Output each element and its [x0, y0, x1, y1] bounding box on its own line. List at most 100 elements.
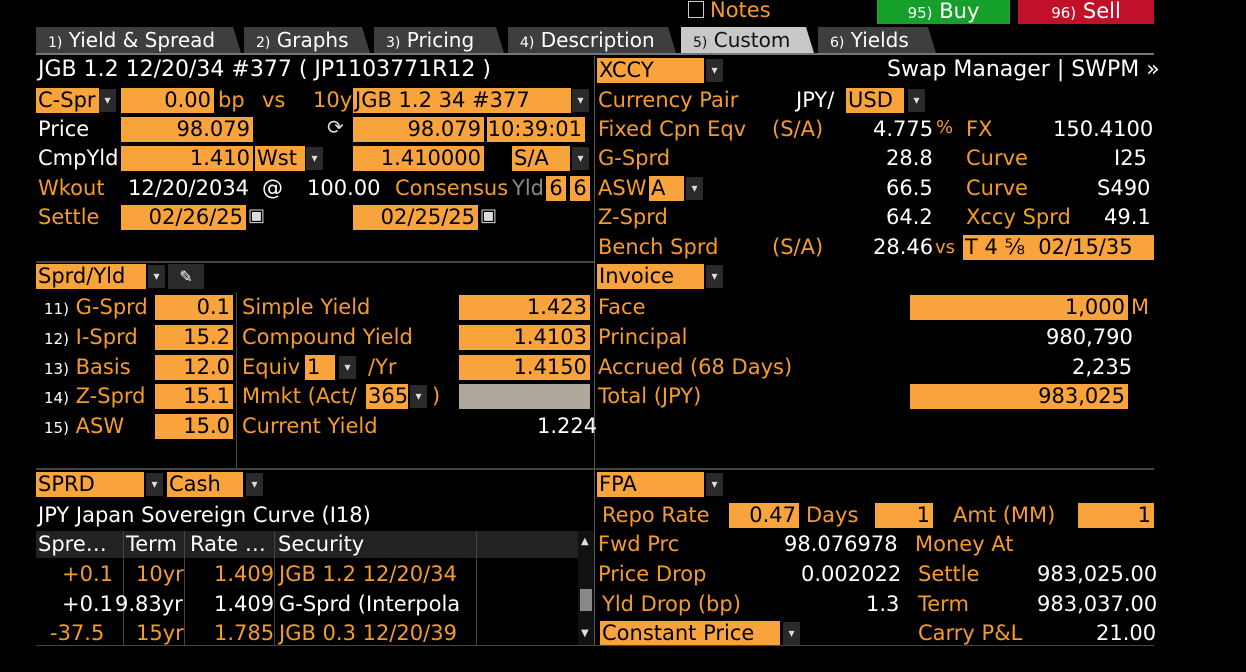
- notes-button[interactable]: Notes: [688, 0, 771, 21]
- invoice-dropdown[interactable]: ▾: [706, 265, 723, 288]
- consensus-field-2[interactable]: 6: [570, 176, 590, 201]
- col-rate-header[interactable]: Rate …: [190, 532, 266, 556]
- benchmark-select[interactable]: JGB 1.2 34 #377: [353, 88, 571, 113]
- cash-select[interactable]: Cash: [167, 472, 243, 497]
- sprd-yld-select[interactable]: Sprd/Yld: [36, 264, 146, 289]
- curve-row-security[interactable]: JGB 0.3 12/20/39: [279, 621, 457, 645]
- fpa-dropdown[interactable]: ▾: [706, 473, 723, 496]
- sprd-row-basis[interactable]: 13) Basis: [44, 357, 131, 378]
- col-security-header[interactable]: Security: [278, 532, 365, 556]
- fwd-prc-value: 98.076978: [784, 532, 898, 556]
- compound-yield-field[interactable]: 1.4103: [459, 325, 590, 350]
- equiv-freq-dropdown[interactable]: ▾: [339, 356, 356, 379]
- currency-quote-select[interactable]: USD: [846, 88, 904, 113]
- amt-field[interactable]: 1: [1078, 503, 1154, 528]
- swap-manager-link[interactable]: Swap Manager | SWPM »: [887, 57, 1160, 82]
- sprd-dropdown[interactable]: ▾: [146, 473, 163, 496]
- z-sprd-field[interactable]: 15.1: [155, 384, 233, 409]
- repo-rate-field[interactable]: 0.47: [729, 503, 799, 528]
- tab-yield-spread[interactable]: 1) Yield & Spread: [36, 27, 241, 53]
- yield-convention-select[interactable]: Wst: [255, 146, 305, 171]
- bench-security-field[interactable]: T 4 ⅝ 02/15/35: [963, 235, 1154, 260]
- yield-convention-dropdown[interactable]: ▾: [306, 147, 323, 170]
- i-sprd-field[interactable]: 15.2: [155, 325, 233, 350]
- fx-label: FX: [966, 117, 993, 141]
- sprd-row-z[interactable]: 14) Z-Sprd: [44, 386, 146, 407]
- curve-row-security[interactable]: G-Sprd (Interpola: [279, 592, 461, 616]
- money-term-label: Term: [918, 592, 969, 616]
- sprd-yld-dropdown[interactable]: ▾: [148, 265, 165, 288]
- fixed-cpn-label: Fixed Cpn Eqv: [598, 117, 747, 141]
- asw-type-select[interactable]: A: [649, 176, 684, 201]
- tab-custom[interactable]: 5) Custom: [681, 27, 814, 53]
- tab-graphs[interactable]: 2) Graphs: [244, 27, 370, 53]
- col-term-header[interactable]: Term: [126, 532, 177, 556]
- frequency-select[interactable]: S/A: [512, 146, 570, 171]
- sprd-row-i[interactable]: 12) I-Sprd: [44, 327, 138, 348]
- cash-dropdown[interactable]: ▾: [246, 473, 263, 496]
- column-divider: [236, 292, 237, 468]
- settle-date-field[interactable]: 02/26/25: [121, 205, 246, 230]
- col-spread-header[interactable]: Spre…: [38, 532, 107, 556]
- notes-label: Notes: [710, 0, 771, 22]
- money-settle-value: 983,025.00: [1037, 562, 1158, 586]
- tab-num: 1): [48, 35, 63, 51]
- row-num: 13): [44, 360, 69, 378]
- sprd-row-asw[interactable]: 15) ASW: [44, 416, 124, 437]
- mmkt-basis-select[interactable]: 365: [366, 384, 408, 409]
- bench-price-field[interactable]: 98.079: [353, 117, 484, 142]
- consensus-field-1[interactable]: 6: [546, 176, 566, 201]
- asw-field[interactable]: 15.0: [155, 414, 233, 439]
- benchmark-dropdown[interactable]: ▾: [572, 89, 589, 112]
- price-field[interactable]: 98.079: [121, 117, 253, 142]
- scroll-up-icon[interactable]: ▲: [581, 536, 589, 547]
- days-field[interactable]: 1: [875, 503, 933, 528]
- accrued-label: Accrued (68 Days): [598, 355, 793, 379]
- calendar-icon[interactable]: ▣: [248, 205, 266, 226]
- calendar-icon[interactable]: ▣: [480, 205, 498, 226]
- tab-pricing[interactable]: 3) Pricing: [374, 27, 504, 53]
- asw-type-dropdown[interactable]: ▾: [686, 177, 703, 200]
- bench-settle-date-field[interactable]: 02/25/25: [353, 205, 478, 230]
- invoice-select[interactable]: Invoice: [597, 264, 704, 289]
- constant-price-select[interactable]: Constant Price: [600, 621, 780, 646]
- tab-description[interactable]: 4) Description: [508, 27, 676, 53]
- security-title: JGB 1.2 12/20/34 #377 ( JP1103771R12 ): [38, 57, 491, 82]
- face-field[interactable]: 1,000: [910, 295, 1128, 320]
- constant-price-dropdown[interactable]: ▾: [783, 622, 800, 645]
- row-label: Z-Sprd: [75, 384, 146, 408]
- equiv-yield-field[interactable]: 1.4150: [459, 355, 590, 380]
- bench-vs: vs: [935, 237, 956, 258]
- g-sprd-field[interactable]: 0.1: [155, 295, 233, 320]
- fpa-select[interactable]: FPA: [597, 472, 704, 497]
- col-divider: [476, 531, 477, 645]
- repo-rate-label: Repo Rate: [602, 503, 710, 527]
- mmkt-yield-field[interactable]: [459, 384, 590, 409]
- mmkt-basis-dropdown[interactable]: ▾: [410, 385, 427, 408]
- spread-type-select[interactable]: C-Spr: [36, 88, 99, 113]
- sprd-select[interactable]: SPRD: [36, 472, 144, 497]
- basis-field[interactable]: 12.0: [155, 355, 233, 380]
- spread-value-field[interactable]: 0.00: [121, 88, 214, 113]
- sprd-row-g[interactable]: 11) G-Sprd: [44, 297, 148, 318]
- currency-pair-label: Currency Pair: [598, 88, 739, 112]
- frequency-dropdown[interactable]: ▾: [572, 147, 589, 170]
- xccy-select[interactable]: XCCY: [597, 58, 704, 83]
- simple-yield-field[interactable]: 1.423: [459, 295, 590, 320]
- tab-yields[interactable]: 6) Yields: [818, 27, 936, 53]
- currency-quote-dropdown[interactable]: ▾: [908, 89, 925, 112]
- curve-scrollbar[interactable]: ▲ ▼: [578, 531, 594, 645]
- equiv-freq-select[interactable]: 1: [305, 355, 335, 380]
- xccy-dropdown[interactable]: ▾: [706, 59, 723, 82]
- scroll-down-icon[interactable]: ▼: [581, 628, 589, 639]
- refresh-icon[interactable]: ⟳: [327, 115, 344, 139]
- curve-row-security[interactable]: JGB 1.2 12/20/34: [279, 562, 457, 586]
- buy-button[interactable]: 95) Buy: [877, 0, 1010, 24]
- spread-type-dropdown[interactable]: ▾: [99, 89, 116, 112]
- principal-label: Principal: [598, 325, 688, 349]
- pencil-icon[interactable]: ✎: [168, 264, 204, 289]
- scroll-thumb[interactable]: [580, 589, 592, 611]
- sell-button[interactable]: 96) Sell: [1018, 0, 1154, 24]
- yield-field[interactable]: 1.410: [121, 146, 253, 171]
- bench-yield-field[interactable]: 1.410000: [353, 146, 484, 171]
